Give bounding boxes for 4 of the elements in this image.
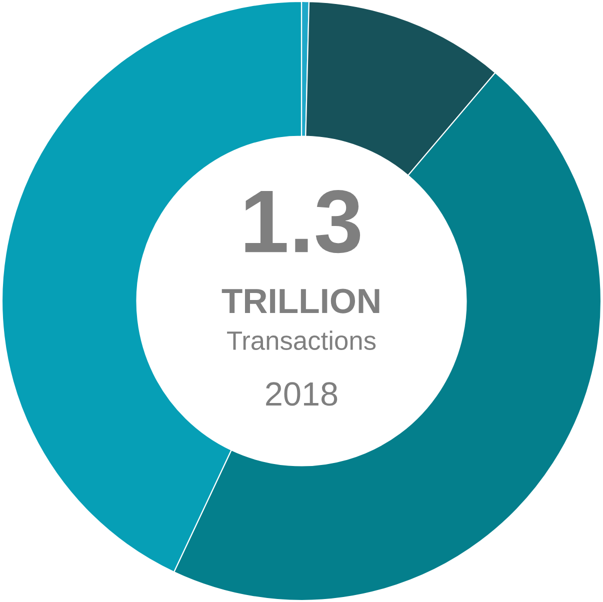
text: 2018 — [266, 382, 338, 406]
text: TRILLION — [222, 288, 380, 314]
text: 1.3 — [245, 190, 360, 254]
text: Transactions — [227, 330, 376, 350]
